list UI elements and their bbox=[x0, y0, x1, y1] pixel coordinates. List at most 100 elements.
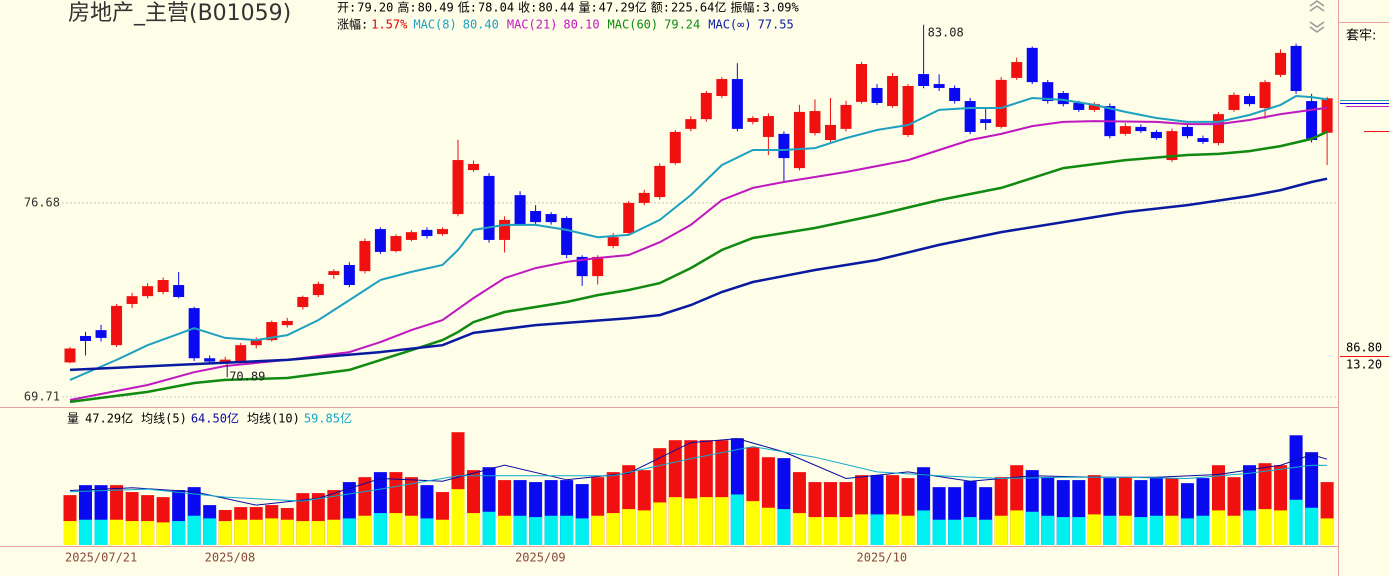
candle-body bbox=[1321, 98, 1333, 133]
volume-inner-bar bbox=[746, 501, 760, 545]
volume-inner-bar bbox=[823, 517, 837, 545]
candle-body bbox=[685, 119, 697, 129]
volume-inner-bar bbox=[156, 522, 170, 545]
scroll-up-icon[interactable] bbox=[1309, 0, 1325, 7]
quote-value: 47.29亿 bbox=[599, 0, 647, 15]
candle-body bbox=[1228, 94, 1240, 110]
ma-line bbox=[69, 94, 1328, 381]
volume-inner-bar bbox=[1118, 515, 1132, 545]
volume-inner-bar bbox=[265, 518, 279, 545]
x-tick-label: 2025/09 bbox=[515, 551, 566, 565]
candle-body bbox=[1212, 114, 1224, 144]
candle-body bbox=[297, 297, 309, 308]
legend-name: 均线(5) bbox=[141, 412, 187, 426]
volume-inner-bar bbox=[1211, 510, 1225, 545]
candle-body bbox=[1026, 47, 1038, 83]
x-tick-label: 2025/08 bbox=[205, 551, 256, 565]
volume-inner-bar bbox=[79, 519, 93, 545]
candle-body bbox=[654, 165, 666, 198]
volume-inner-bar bbox=[808, 517, 822, 545]
volume-inner-bar bbox=[917, 510, 931, 545]
candle-body bbox=[80, 335, 92, 341]
candle-body bbox=[483, 175, 495, 240]
scroll-up-icon[interactable] bbox=[1309, 5, 1325, 12]
volume-inner-bar bbox=[1025, 511, 1039, 545]
volume-inner-bar bbox=[932, 519, 946, 545]
volume-inner-bar bbox=[420, 518, 434, 545]
candle-body bbox=[561, 217, 573, 255]
scroll-down-icon[interactable] bbox=[1309, 21, 1325, 28]
candle-body bbox=[421, 229, 433, 237]
volume-inner-bar bbox=[1258, 509, 1272, 545]
volume-inner-bar bbox=[451, 489, 465, 545]
candle-body bbox=[452, 160, 464, 215]
candle-body bbox=[995, 79, 1007, 127]
volume-inner-bar bbox=[1056, 517, 1070, 545]
quote-value: 80.44 bbox=[538, 1, 574, 15]
candle-body bbox=[126, 296, 138, 304]
candle-body bbox=[374, 229, 386, 252]
quote-label: 振幅: bbox=[730, 0, 761, 15]
candle-body bbox=[343, 264, 355, 286]
volume-inner-bar bbox=[1149, 515, 1163, 545]
candle-body bbox=[623, 202, 635, 233]
legend-value: 59.85亿 bbox=[304, 411, 352, 426]
legend-name: MAC(8) bbox=[413, 18, 456, 32]
candle-body bbox=[607, 237, 619, 247]
quote-label: 开: bbox=[337, 1, 356, 15]
candle-body bbox=[499, 219, 511, 240]
candle-body bbox=[1244, 96, 1256, 105]
volume-inner-bar bbox=[901, 515, 915, 545]
candle-body bbox=[949, 87, 961, 102]
volume-inner-bar bbox=[591, 515, 605, 545]
candle-body bbox=[918, 74, 930, 87]
legend-value: 80.40 bbox=[463, 18, 499, 32]
volume-inner-bar bbox=[575, 518, 589, 545]
volume-inner-bar bbox=[948, 519, 962, 545]
candle-body bbox=[1011, 62, 1023, 78]
volume-inner-bar bbox=[606, 513, 620, 545]
volume-inner-bar bbox=[467, 513, 481, 545]
candle-body bbox=[809, 111, 821, 134]
side-lower: 13.20 bbox=[1346, 358, 1382, 372]
side-title: 套牢: bbox=[1346, 28, 1376, 44]
low-label: 70.89 bbox=[229, 370, 265, 384]
quote-label: 量: bbox=[578, 1, 597, 15]
candle-body bbox=[157, 280, 169, 292]
volume-inner-bar bbox=[637, 510, 651, 545]
candle-body bbox=[1150, 131, 1162, 139]
candle-body bbox=[111, 305, 123, 346]
volume-inner-bar bbox=[870, 514, 884, 545]
volume-inner-bar bbox=[1305, 507, 1319, 545]
scroll-down-icon[interactable] bbox=[1309, 26, 1325, 33]
volume-inner-bar bbox=[839, 517, 853, 545]
candle-body bbox=[545, 214, 557, 223]
volume-title: 量 bbox=[67, 412, 79, 426]
volume-inner-bar bbox=[855, 514, 869, 545]
x-tick-label: 2025/10 bbox=[857, 551, 908, 565]
legend-value: 79.24 bbox=[664, 18, 700, 32]
quote-value: 225.64亿 bbox=[671, 0, 726, 15]
candle-body bbox=[700, 92, 712, 120]
volume-inner-bar bbox=[513, 515, 527, 545]
candle-body bbox=[405, 232, 417, 240]
legend-name: 均线(10) bbox=[247, 412, 300, 426]
volume-inner-bar bbox=[792, 513, 806, 545]
candle-body bbox=[204, 358, 216, 362]
volume-inner-bar bbox=[435, 519, 449, 545]
candle-body bbox=[824, 124, 836, 141]
legend-value: 80.10 bbox=[563, 18, 599, 32]
legend-name: MAC(21) bbox=[507, 18, 558, 32]
candle-body bbox=[188, 308, 200, 359]
candle-body bbox=[173, 285, 185, 297]
volume-inner-bar bbox=[886, 514, 900, 545]
candle-body bbox=[731, 79, 743, 129]
candle-body bbox=[1259, 82, 1271, 108]
volume-current: 47.29亿 bbox=[85, 411, 133, 426]
candle-body bbox=[530, 210, 542, 223]
volume-inner-bar bbox=[498, 515, 512, 545]
volume-inner-bar bbox=[342, 518, 356, 545]
volume-inner-bar bbox=[110, 519, 124, 545]
volume-inner-bar bbox=[979, 519, 993, 545]
